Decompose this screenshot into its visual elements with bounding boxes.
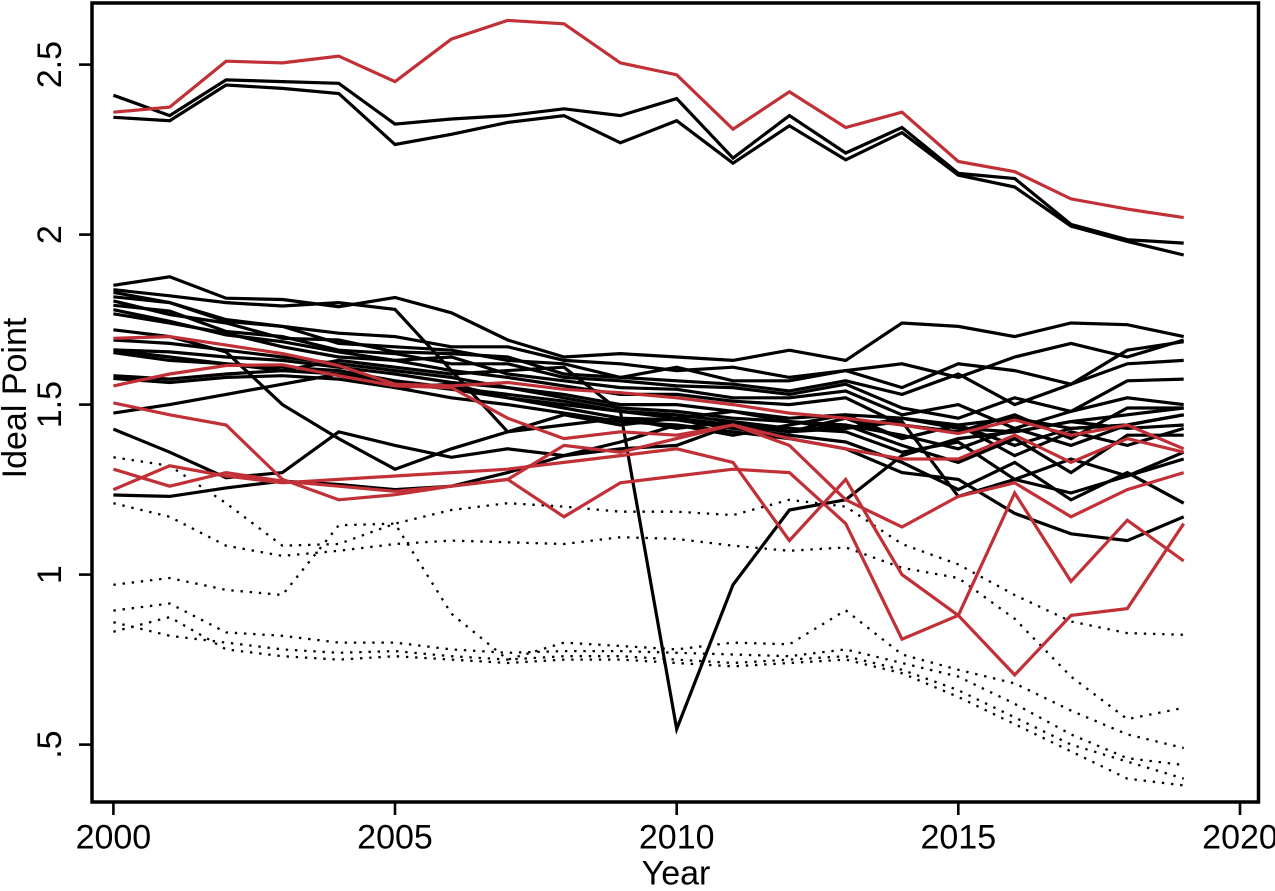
svg-text:2: 2 — [31, 225, 69, 244]
svg-text:2015: 2015 — [920, 819, 996, 857]
svg-text:2010: 2010 — [639, 819, 715, 857]
svg-text:2000: 2000 — [76, 819, 152, 857]
svg-text:.5: .5 — [31, 730, 69, 758]
svg-text:1.5: 1.5 — [31, 381, 69, 428]
svg-text:2005: 2005 — [357, 819, 433, 857]
svg-text:Year: Year — [642, 855, 711, 887]
svg-text:2.5: 2.5 — [31, 41, 69, 88]
svg-text:2020: 2020 — [1202, 819, 1275, 857]
svg-text:1: 1 — [31, 565, 69, 584]
svg-text:Ideal Point: Ideal Point — [0, 317, 34, 478]
